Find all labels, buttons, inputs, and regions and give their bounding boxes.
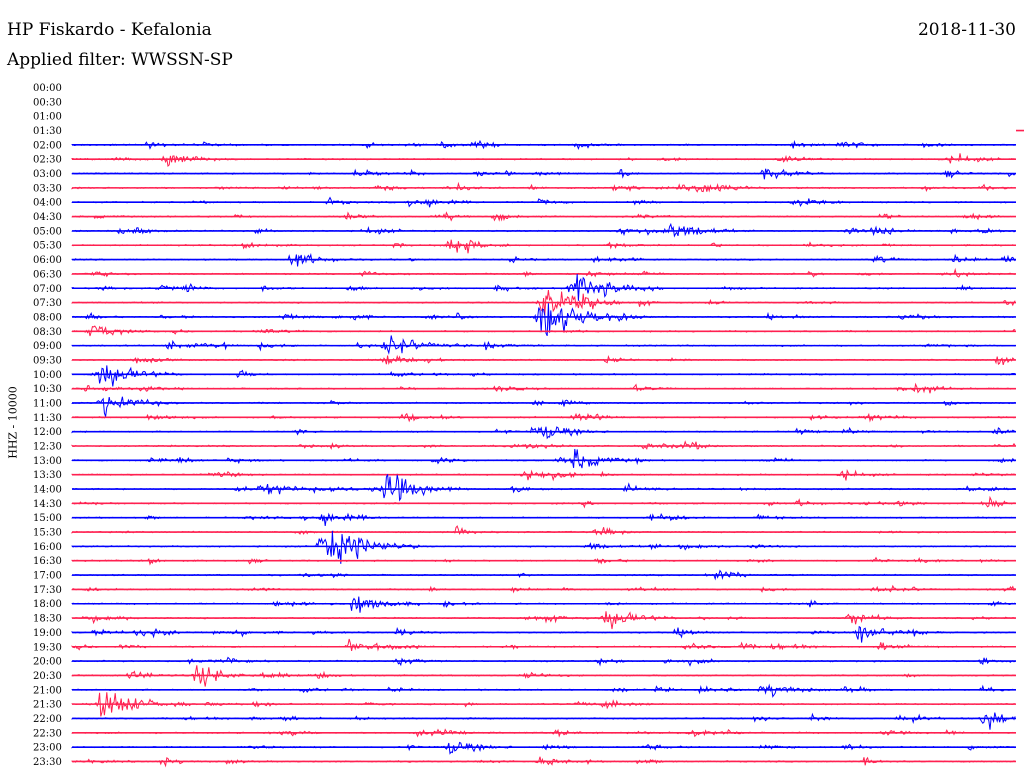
time-tick-label: 07:30 [33, 298, 62, 309]
seismic-trace [71, 741, 1016, 755]
time-tick-label: 20:00 [33, 657, 62, 668]
seismic-trace [71, 365, 1016, 387]
time-tick-label: 19:00 [33, 628, 62, 639]
traces [71, 129, 1024, 768]
time-tick-label: 13:30 [33, 470, 62, 481]
time-tick-label: 17:30 [33, 585, 62, 596]
seismic-trace [71, 525, 1016, 536]
time-tick-label: 10:30 [33, 384, 62, 395]
seismic-trace [71, 638, 1016, 652]
time-tick-label: 00:00 [33, 83, 62, 94]
seismic-trace [71, 448, 1016, 469]
time-tick-label: 07:00 [33, 284, 62, 295]
seismic-trace [71, 469, 1016, 482]
seismic-trace [71, 530, 1016, 564]
time-tick-label: 16:30 [33, 556, 62, 567]
time-tick-label: 15:00 [33, 513, 62, 524]
time-tick-label: 09:00 [33, 341, 62, 352]
time-tick-label: 19:30 [33, 642, 62, 653]
time-tick-label: 06:00 [33, 255, 62, 266]
time-tick-label: 09:30 [33, 355, 62, 366]
time-tick-label: 08:30 [33, 327, 62, 338]
time-tick-label: 20:30 [33, 671, 62, 682]
seismic-trace [71, 495, 1016, 509]
time-tick-label: 11:00 [33, 398, 62, 409]
seismic-trace [71, 252, 1016, 267]
time-tick-label: 21:00 [33, 685, 62, 696]
filter-label: Applied filter: WWSSN-SP [7, 50, 233, 70]
date-label: 2018-11-30 [917, 20, 1016, 40]
time-tick-label: 10:00 [33, 370, 62, 381]
seismic-trace [71, 683, 1016, 698]
time-tick-label: 22:30 [33, 728, 62, 739]
time-tick-label: 15:30 [33, 528, 62, 539]
seismic-trace [71, 512, 1016, 526]
time-tick-label: 12:30 [33, 442, 62, 453]
time-tick-label: 21:30 [33, 700, 62, 711]
seismic-trace [71, 396, 1016, 417]
time-tick-label: 05:00 [33, 226, 62, 237]
time-tick-label: 14:30 [33, 499, 62, 510]
time-tick-label: 03:30 [33, 183, 62, 194]
seismic-trace [71, 596, 1016, 613]
seismic-trace [71, 335, 1016, 355]
time-tick-label: 02:30 [33, 155, 62, 166]
seismic-trace [71, 239, 1016, 254]
time-tick-label: 23:30 [33, 757, 62, 768]
time-tick-label: 04:00 [33, 198, 62, 209]
time-tick-label: 00:30 [33, 97, 62, 108]
time-tick-label: 13:00 [33, 456, 62, 467]
time-tick-label: 08:00 [33, 312, 62, 323]
time-tick-label: 14:00 [33, 485, 62, 496]
time-tick-label: 17:00 [33, 571, 62, 582]
time-tick-label: 01:30 [33, 126, 62, 137]
time-tick-label: 06:30 [33, 269, 62, 280]
seismic-trace [71, 712, 1016, 730]
time-tick-label: 18:00 [33, 599, 62, 610]
time-tick-label: 12:00 [33, 427, 62, 438]
time-tick-label: 11:30 [33, 413, 62, 424]
time-tick-label: 05:30 [33, 241, 62, 252]
time-tick-label: 22:00 [33, 714, 62, 725]
time-tick-label: 04:30 [33, 212, 62, 223]
time-tick-label: 01:00 [33, 112, 62, 123]
time-tick-label: 18:30 [33, 614, 62, 625]
time-tick-label: 02:00 [33, 140, 62, 151]
time-tick-label: 16:00 [33, 542, 62, 553]
station-title: HP Fiskardo - Kefalonia [7, 20, 212, 40]
seismic-trace [71, 625, 1016, 643]
time-tick-label: 23:00 [33, 743, 62, 754]
time-labels: 00:00 00:30 01:00 01:30 02:00 02:30 03:00 03:30… [33, 83, 62, 768]
seismic-trace [71, 611, 1016, 630]
seismic-trace [71, 273, 1016, 301]
time-tick-label: 03:00 [33, 169, 62, 180]
